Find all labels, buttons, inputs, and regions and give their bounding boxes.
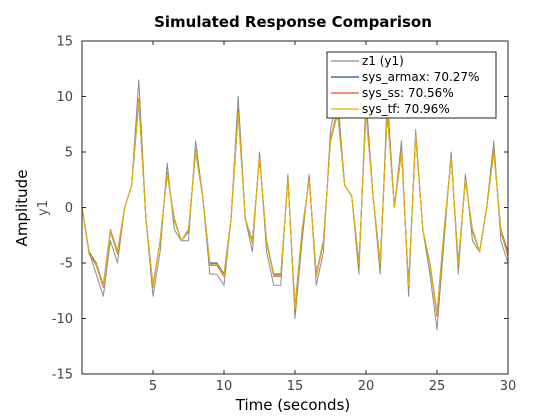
y-tick-label: 0 <box>65 201 73 216</box>
legend-label-3: sys_ss: 70.56% <box>362 86 454 100</box>
y-tick-label: -15 <box>52 368 73 383</box>
y-tick-label: 15 <box>56 35 73 50</box>
x-tick-label: 5 <box>149 379 157 394</box>
series-line-4 <box>81 100 509 315</box>
y-axis-label: Amplitude <box>13 170 31 247</box>
x-tick-label: 30 <box>500 379 517 394</box>
x-tick-label: 10 <box>216 379 233 394</box>
y-tick-label: -10 <box>52 312 73 327</box>
legend-label-4: sys_tf: 70.96% <box>362 102 450 116</box>
legend-label-1: z1 (y1) <box>362 54 404 68</box>
y-tick-label: -5 <box>60 257 73 272</box>
x-tick-label: 25 <box>429 379 446 394</box>
series-line-3 <box>81 98 509 317</box>
legend-box <box>326 51 497 119</box>
x-axis-label: Time (seconds) <box>235 396 351 414</box>
series-line-1 <box>81 79 509 331</box>
chart-title: Simulated Response Comparison <box>154 13 432 31</box>
y-tick-label: 5 <box>65 146 73 161</box>
plot-area: 5 10 15 20 25 30 -15 -10 -5 0 5 10 15 z1 (y1) sys_arma… <box>52 35 517 395</box>
y-tick-label: 10 <box>56 90 73 105</box>
legend-label-2: sys_armax: 70.27% <box>362 70 479 84</box>
channel-label: y1 <box>36 200 51 216</box>
x-tick-label: 15 <box>287 379 304 394</box>
x-tick-label: 20 <box>358 379 375 394</box>
